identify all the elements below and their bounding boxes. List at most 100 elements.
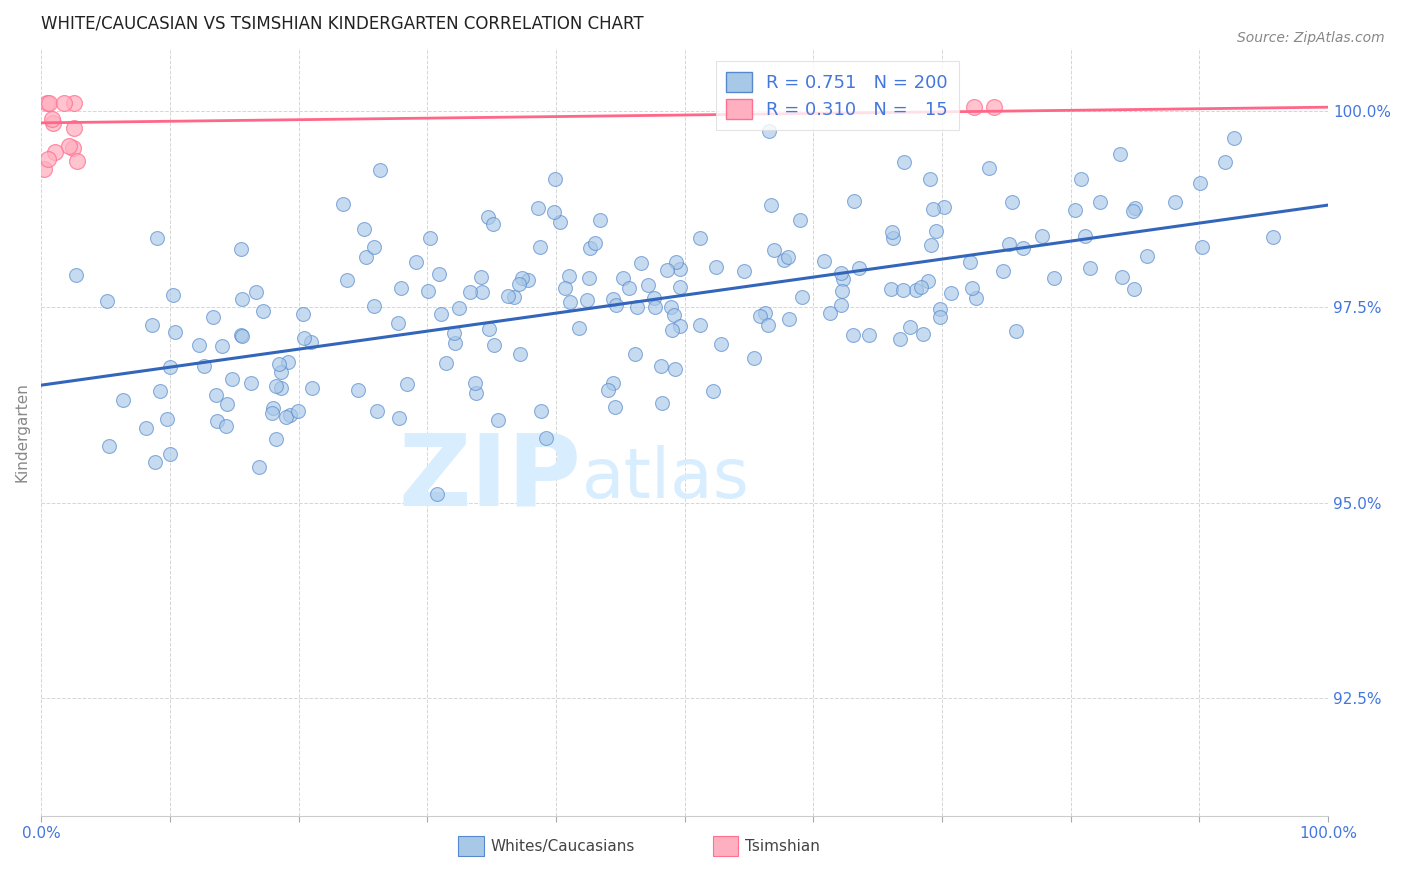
Point [264, 432, 287, 446]
Point [38, 96, 60, 111]
Point [1122, 282, 1144, 296]
Point [568, 321, 591, 335]
Point [644, 300, 666, 314]
Point [893, 154, 915, 169]
Point [602, 292, 624, 306]
Point [426, 487, 449, 501]
Point [917, 274, 939, 288]
Point [471, 285, 494, 299]
Point [353, 222, 375, 236]
Point [1073, 229, 1095, 244]
Point [578, 271, 600, 285]
Point [527, 201, 550, 215]
Point [889, 332, 911, 346]
Point [509, 347, 531, 361]
Point [187, 338, 209, 352]
Point [215, 397, 238, 411]
Point [1012, 241, 1035, 255]
Point [508, 277, 530, 291]
Point [842, 328, 865, 343]
Point [579, 242, 602, 256]
Point [603, 401, 626, 415]
Point [264, 379, 287, 393]
Point [292, 331, 315, 345]
Point [41, 112, 63, 126]
Point [543, 205, 565, 219]
Point [512, 270, 534, 285]
Point [1109, 147, 1132, 161]
Point [193, 359, 215, 374]
Point [274, 409, 297, 424]
Point [96, 293, 118, 308]
Point [332, 197, 354, 211]
Point [1111, 270, 1133, 285]
Point [661, 323, 683, 337]
Point [962, 281, 984, 295]
Point [792, 290, 814, 304]
Point [231, 329, 253, 343]
Point [478, 322, 501, 336]
Point [477, 210, 499, 224]
Point [434, 356, 457, 370]
Point [1164, 194, 1187, 209]
Point [548, 215, 571, 229]
Point [1088, 195, 1111, 210]
Point [449, 301, 471, 315]
Point [965, 291, 987, 305]
Point [789, 213, 811, 227]
Point [221, 371, 243, 385]
Point [560, 294, 582, 309]
Point [993, 263, 1015, 277]
Point [458, 285, 481, 299]
Point [1222, 131, 1244, 145]
Point [156, 412, 179, 426]
Y-axis label: Kindergarten: Kindergarten [15, 383, 30, 482]
Point [416, 284, 439, 298]
Point [1213, 154, 1236, 169]
Point [661, 300, 683, 314]
Point [612, 270, 634, 285]
Point [669, 318, 692, 333]
Point [503, 290, 526, 304]
Point [336, 273, 359, 287]
Point [924, 223, 946, 237]
Point [832, 271, 855, 285]
Point [496, 289, 519, 303]
Point [1188, 177, 1211, 191]
Point [464, 386, 486, 401]
Point [983, 100, 1005, 114]
Point [388, 411, 411, 425]
Point [1261, 230, 1284, 244]
Point [62, 141, 84, 155]
Point [215, 418, 238, 433]
Point [97, 439, 120, 453]
Point [1005, 324, 1028, 338]
Point [111, 393, 134, 408]
Point [65, 268, 87, 283]
Point [66, 153, 89, 168]
Point [630, 255, 652, 269]
Point [354, 250, 377, 264]
Point [301, 381, 323, 395]
Point [929, 301, 952, 316]
Point [387, 316, 409, 330]
Point [588, 212, 610, 227]
Point [201, 310, 224, 325]
Point [211, 339, 233, 353]
Point [742, 351, 765, 365]
Point [818, 305, 841, 319]
Point [34, 161, 56, 176]
Point [763, 243, 786, 257]
Point [529, 240, 551, 254]
Point [63, 96, 86, 111]
Point [205, 387, 228, 401]
Point [135, 421, 157, 435]
Point [252, 303, 274, 318]
Point [848, 260, 870, 275]
Point [651, 396, 673, 410]
Point [1122, 203, 1144, 218]
Point [1070, 172, 1092, 186]
Point [575, 293, 598, 308]
Point [830, 266, 852, 280]
Point [481, 217, 503, 231]
